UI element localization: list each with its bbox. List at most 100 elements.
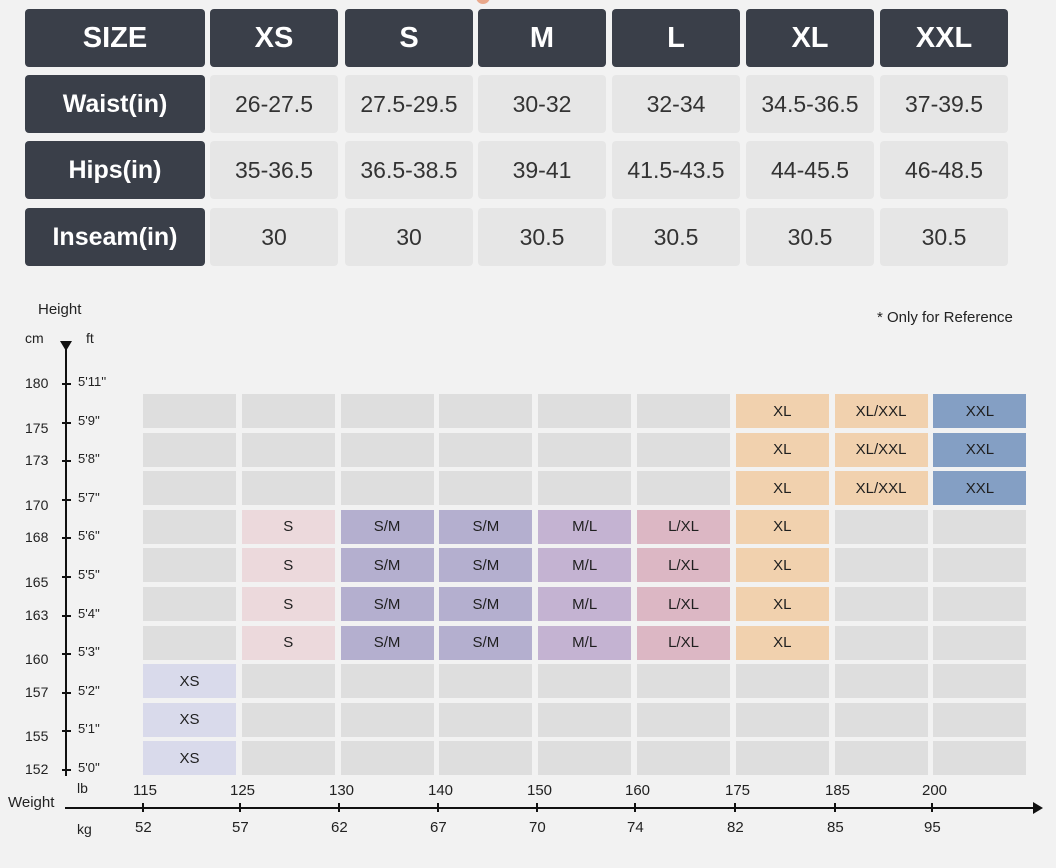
size-cell-s: S <box>241 509 335 544</box>
height-cm-label: 168 <box>25 529 49 546</box>
measurement-cell: 30 <box>210 208 338 266</box>
height-cm-label: 165 <box>25 574 49 590</box>
lb-unit-label: lb <box>77 780 88 796</box>
measurement-cell: 30.5 <box>746 208 874 266</box>
weight-tick <box>734 803 736 812</box>
size-cell-s: S <box>241 548 335 583</box>
size-cell-s-m: S/M <box>439 625 533 660</box>
height-ft-label: 5'6'' <box>78 528 100 544</box>
empty-cell <box>538 741 632 776</box>
empty-cell <box>143 394 236 428</box>
size-cell-s-m: S/M <box>340 509 434 544</box>
height-tick <box>62 421 71 424</box>
size-cell-m-l: M/L <box>538 509 632 544</box>
empty-cell <box>637 702 730 737</box>
height-cm-label: 157 <box>25 683 49 700</box>
size-cell-xl: XL <box>735 394 829 428</box>
size-cell-m-l: M/L <box>538 548 632 583</box>
height-ft-label: 5'9'' <box>78 412 100 428</box>
empty-cell <box>439 394 533 428</box>
measurement-cell: 30.5 <box>880 208 1008 266</box>
empty-cell <box>834 625 928 660</box>
empty-cell <box>637 432 730 467</box>
empty-cell <box>340 394 434 428</box>
empty-cell <box>834 664 928 699</box>
height-ft-label: 5'0'' <box>78 760 100 775</box>
empty-cell <box>933 741 1027 776</box>
height-cm-label: 163 <box>25 606 49 623</box>
height-cm-label: 175 <box>25 419 49 436</box>
weight-tick <box>634 803 636 812</box>
height-tick <box>62 730 71 733</box>
empty-cell <box>340 702 434 737</box>
height-cm-label: 180 <box>25 375 49 391</box>
size-header-xl: XL <box>746 9 874 67</box>
empty-cell <box>241 394 335 428</box>
empty-cell <box>143 509 236 544</box>
empty-cell <box>143 625 236 660</box>
size-cell-xl: XL <box>735 509 829 544</box>
weight-lb-label: 125 <box>230 782 256 799</box>
size-cell-xxl: XXL <box>933 471 1027 506</box>
size-table: SIZE XS S M L XL XXL Waist(in) 26-27.5 27.5-29.5 3… <box>0 0 1056 270</box>
height-axis-title: Height <box>38 301 82 318</box>
size-cell-xl: XL <box>735 625 829 660</box>
weight-kg-label: 82 <box>727 819 744 836</box>
empty-cell <box>143 587 236 621</box>
height-tick <box>62 498 71 501</box>
size-cell-xl: XL <box>735 587 829 621</box>
size-cell-xs: XS <box>143 664 236 699</box>
reference-note: * Only for Reference <box>877 309 1013 326</box>
ft-unit-label: ft <box>86 330 94 346</box>
size-header-xxl: XXL <box>880 9 1008 67</box>
empty-cell <box>143 432 236 467</box>
size-cell-s: S <box>241 587 335 621</box>
size-cell-s-m: S/M <box>340 587 434 621</box>
height-ft-label: 5'1'' <box>78 721 100 737</box>
empty-cell <box>439 471 533 506</box>
height-tick <box>62 614 71 617</box>
height-weight-chart: Height cm ft * Only for Reference Weight… <box>0 270 1056 868</box>
size-cell-xl-xxl: XL/XXL <box>834 471 928 506</box>
measurement-cell: 30.5 <box>612 208 740 266</box>
weight-kg-label: 95 <box>924 819 941 836</box>
height-tick <box>62 383 71 385</box>
empty-cell <box>933 509 1027 544</box>
empty-cell <box>834 587 928 621</box>
size-cell-l-xl: L/XL <box>637 548 730 583</box>
empty-cell <box>538 664 632 699</box>
height-ft-label: 5'3'' <box>78 644 100 660</box>
weight-lb-label: 175 <box>725 782 751 799</box>
weight-kg-label: 74 <box>627 819 644 836</box>
decorative-blob <box>476 0 490 4</box>
empty-cell <box>834 741 928 776</box>
empty-cell <box>241 702 335 737</box>
empty-cell <box>439 702 533 737</box>
empty-cell <box>538 471 632 506</box>
weight-lb-label: 185 <box>825 782 851 799</box>
empty-cell <box>143 471 236 506</box>
height-tick <box>62 537 71 540</box>
empty-cell <box>439 741 533 776</box>
empty-cell <box>933 625 1027 660</box>
size-cell-s-m: S/M <box>340 625 434 660</box>
size-cell-xl-xxl: XL/XXL <box>834 394 928 428</box>
weight-kg-label: 67 <box>430 819 447 836</box>
empty-cell <box>340 471 434 506</box>
height-cm-label: 155 <box>25 728 49 745</box>
measurement-cell: 32-34 <box>612 75 740 133</box>
size-cell-s: S <box>241 625 335 660</box>
kg-unit-label: kg <box>77 821 92 837</box>
weight-axis-title: Weight <box>8 794 55 811</box>
height-cm-label: 173 <box>25 452 49 469</box>
weight-lb-label: 115 <box>133 782 157 799</box>
empty-cell <box>241 471 335 506</box>
measurement-cell: 37-39.5 <box>880 75 1008 133</box>
empty-cell <box>834 702 928 737</box>
height-tick <box>62 653 71 656</box>
weight-lb-label: 200 <box>922 782 948 799</box>
weight-tick <box>834 803 836 812</box>
height-ft-label: 5'8'' <box>78 451 100 467</box>
height-ft-label: 5'11'' <box>78 374 107 389</box>
measurement-cell: 36.5-38.5 <box>345 141 473 199</box>
